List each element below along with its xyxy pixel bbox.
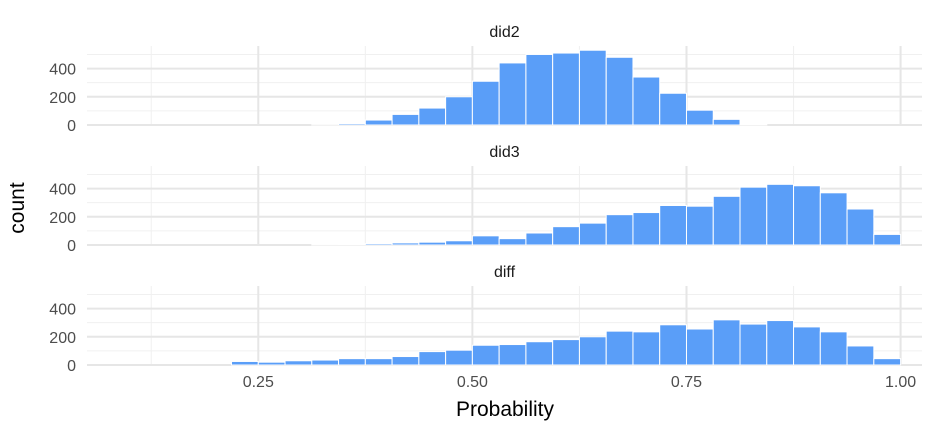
histogram-bar [311, 359, 340, 366]
histogram-bar [364, 243, 393, 246]
histogram-bar [766, 320, 795, 366]
histogram-bar [445, 240, 473, 246]
y-tick-label: 400 [49, 182, 76, 199]
histogram-bar [685, 205, 714, 246]
facet-panel-did3: did3 0 200 400 [49, 144, 922, 255]
histogram-bar [846, 208, 875, 246]
facet-panel-diff: diff 0 200 400 [49, 264, 922, 375]
x-tick-label: 0.25 [243, 374, 274, 391]
y-tick-label: 400 [49, 62, 76, 79]
histogram-bar [391, 356, 420, 366]
histogram-bar [766, 183, 795, 246]
facet-strip-label: did3 [489, 144, 519, 161]
facet-strip-label: diff [494, 264, 516, 281]
histogram-bar [793, 185, 821, 246]
histogram-bar [605, 56, 634, 126]
y-tick-label: 200 [49, 210, 76, 227]
histogram-bar [284, 360, 313, 366]
x-axis-title: Probability [456, 398, 555, 421]
histogram-bar [257, 361, 286, 366]
histogram-bar [391, 242, 420, 246]
histogram-bar [632, 212, 661, 246]
y-tick-label: 0 [67, 118, 76, 135]
histogram-bar [471, 80, 500, 126]
histogram-bar [685, 328, 714, 366]
histogram-bar [552, 339, 580, 366]
x-tick-label: 1.00 [885, 374, 916, 391]
histogram-bar [578, 222, 607, 246]
histogram-bar [498, 344, 527, 366]
y-tick-label: 200 [49, 90, 76, 107]
histogram-bar [605, 214, 634, 246]
histogram-bar [525, 341, 554, 366]
histogram-bar [418, 107, 447, 126]
histogram-bar [578, 49, 607, 126]
y-tick-label: 200 [49, 330, 76, 347]
histogram-bar [498, 62, 527, 126]
y-axis-title: count [6, 182, 29, 234]
histogram-bar [525, 53, 554, 126]
histogram-bar [471, 235, 500, 246]
histogram-bar [632, 76, 661, 126]
histogram-bar [659, 92, 687, 126]
histogram-bar [712, 118, 741, 126]
histogram-bar [793, 326, 821, 366]
facet-panel-did2: did2 0 200 400 [49, 24, 922, 135]
histogram-bar [712, 319, 741, 366]
histogram-bar [873, 233, 902, 246]
histogram-bar [739, 123, 768, 126]
histogram-bar [819, 331, 848, 366]
histogram-bar [632, 331, 661, 366]
histogram-bar [445, 96, 473, 126]
histogram-bar [338, 358, 366, 366]
histogram-bar [338, 123, 366, 126]
facet-strip-label: did2 [489, 24, 519, 41]
histogram-bar [364, 358, 393, 366]
histogram-bar [471, 344, 500, 366]
histogram-bar [552, 52, 580, 126]
histogram-bar [418, 241, 447, 246]
histogram-bar [364, 119, 393, 126]
facet-panels: did2 0 200 400 did3 0 200 400 diff 0 200 400 [49, 24, 922, 375]
histogram-bar [659, 205, 687, 246]
histogram-bar [231, 360, 259, 366]
histogram-bar [685, 109, 714, 126]
histogram-bar [338, 243, 366, 246]
histogram-bar [578, 336, 607, 366]
histogram-bar [739, 323, 768, 366]
histogram-bar [525, 232, 554, 246]
histogram-bar [445, 349, 473, 366]
y-tick-label: 0 [67, 238, 76, 255]
histogram-bar [552, 226, 580, 246]
histogram-bar [873, 358, 902, 366]
histogram-bar [391, 113, 420, 126]
x-axis: 0.25 0.50 0.75 1.00 [243, 374, 917, 391]
histogram-bar [739, 186, 768, 246]
histogram-bar [659, 324, 687, 366]
x-tick-label: 0.50 [457, 374, 488, 391]
y-tick-label: 400 [49, 302, 76, 319]
x-tick-label: 0.75 [671, 374, 702, 391]
y-tick-label: 0 [67, 358, 76, 375]
histogram-bar [819, 192, 848, 246]
histogram-bar [418, 351, 447, 366]
histogram-bar [498, 238, 527, 246]
histogram-bar [605, 330, 634, 366]
histogram-bar [712, 195, 741, 246]
histogram-bar [846, 345, 875, 366]
